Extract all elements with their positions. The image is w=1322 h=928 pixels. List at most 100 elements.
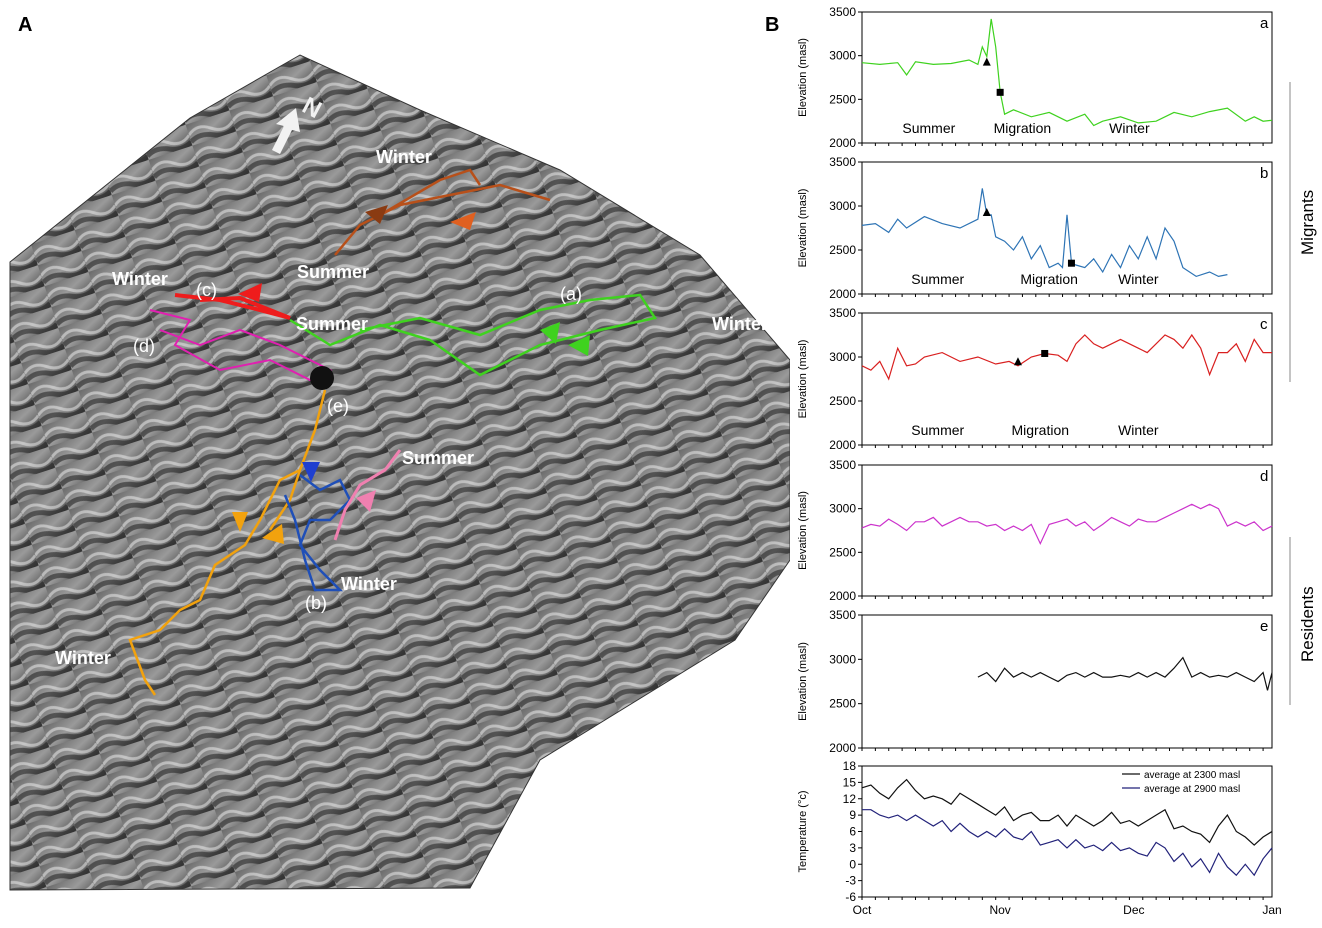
- y-tick-label: 0: [849, 857, 856, 871]
- x-tick-label: Oct: [853, 903, 872, 917]
- y-tick-label: 2000: [829, 438, 856, 452]
- chart-a: 2000 2500 3000 3500 Elevation (masl) a Summer M…: [797, 5, 1273, 150]
- label-winter-right: Winter: [712, 314, 768, 334]
- residents-label: Residents: [1298, 586, 1317, 662]
- track-e: [310, 366, 334, 390]
- plot-frame: [861, 11, 1273, 144]
- plots-svg: Migrants Residents 2000 2500 3000 3500 Eleva…: [797, 5, 1317, 917]
- plot-frame: [861, 614, 1273, 749]
- migration-start-marker: [1013, 357, 1022, 366]
- x-tick-label: Dec: [1123, 903, 1144, 917]
- y-tick-label: 2000: [829, 287, 856, 301]
- phase-label: Summer: [911, 422, 964, 438]
- chart-e: 2000 2500 3000 3500 Elevation (masl) e: [797, 608, 1273, 755]
- track-c: [174, 293, 291, 320]
- y-axis-label: Elevation (masl): [797, 38, 809, 117]
- migration-end-marker: [996, 88, 1004, 96]
- migration-end-marker: [1041, 349, 1049, 357]
- y-tick-label: 6: [849, 825, 856, 839]
- phase-label: Summer: [911, 271, 964, 287]
- track-brown: [334, 168, 551, 256]
- panel-label-b: B: [765, 14, 780, 36]
- phase-label: Migration: [1011, 422, 1069, 438]
- label-tag-b: (b): [305, 593, 327, 613]
- series-line-c-0: [861, 333, 1272, 381]
- y-tick-label: -6: [845, 890, 856, 904]
- phase-label: Winter: [1109, 120, 1150, 136]
- label-winter-b: Winter: [341, 574, 397, 594]
- y-tick-label: 3500: [829, 5, 856, 19]
- series-line-b-0: [861, 188, 1228, 278]
- terrain-surface: [9, 54, 791, 891]
- map-labels: Winter Summer Winter (c) Summer (a) Wint…: [55, 147, 768, 668]
- chart-c: 2000 2500 3000 3500 Elevation (masl) c Summer M…: [797, 306, 1273, 452]
- y-tick-label: 12: [843, 792, 857, 806]
- chart-temp: -6 -3 0 3 6 9 12 15 18 Temperature (°c) average at…: [797, 759, 1282, 917]
- label-winter-top: Winter: [376, 147, 432, 167]
- direction-arrows: [232, 205, 590, 544]
- plot-frame: [861, 161, 1273, 295]
- y-axis-label: Elevation (masl): [797, 340, 809, 419]
- x-tick-label: Nov: [989, 903, 1010, 917]
- label-winter-orange: Winter: [55, 648, 111, 668]
- y-axis-label: Temperature (°c): [797, 790, 809, 872]
- y-tick-label: 2000: [829, 136, 856, 150]
- migration-end-marker: [1067, 259, 1075, 267]
- group-brackets: Migrants Residents: [1289, 82, 1317, 705]
- y-tick-label: 15: [843, 775, 857, 789]
- plot-frame: [861, 312, 1273, 446]
- y-tick-label: 3500: [829, 155, 856, 169]
- panel-tag: a: [1260, 15, 1269, 32]
- track-a: [289, 293, 658, 377]
- phase-label: Migration: [1020, 271, 1078, 287]
- track-orange: [128, 389, 327, 696]
- elevation-plots: Migrants Residents 2000 2500 3000 3500 Eleva…: [780, 0, 1322, 923]
- phase-label: Winter: [1118, 422, 1159, 438]
- label-summer-mid: Summer: [296, 314, 368, 334]
- migrants-label: Migrants: [1298, 190, 1317, 255]
- label-winter-c: Winter: [112, 269, 168, 289]
- phase-label: Migration: [994, 120, 1052, 136]
- track-pink: [333, 449, 402, 541]
- panel-label-a: A: [18, 14, 33, 36]
- y-tick-label: 3000: [829, 502, 856, 516]
- migration-start-marker: [982, 57, 991, 66]
- y-tick-label: 9: [849, 808, 856, 822]
- y-tick-label: 3000: [829, 199, 856, 213]
- y-axis-label: Elevation (masl): [797, 491, 809, 570]
- series-line-d-0: [861, 503, 1273, 546]
- label-tag-d: (d): [133, 336, 155, 356]
- y-tick-label: 3500: [829, 458, 856, 472]
- y-tick-label: 2500: [829, 92, 856, 106]
- plot-frame: [861, 464, 1273, 597]
- legend-entry: average at 2300 masl: [1144, 770, 1240, 781]
- y-tick-label: 2500: [829, 243, 856, 257]
- label-summer-pink: Summer: [402, 448, 474, 468]
- x-tick-label: Jan: [1262, 903, 1281, 917]
- terrain-svg: N Winter Summer Winter (c) Summer (a): [9, 54, 791, 891]
- y-tick-label: 3500: [829, 608, 856, 622]
- y-tick-label: 2000: [829, 741, 856, 755]
- track-d: [149, 309, 333, 382]
- y-tick-label: 3000: [829, 652, 856, 666]
- phase-label: Winter: [1118, 271, 1159, 287]
- panel-tag: b: [1260, 165, 1268, 182]
- y-tick-label: 3000: [829, 49, 856, 63]
- track-b: [283, 474, 352, 592]
- label-tag-e: (e): [327, 396, 349, 416]
- phase-label: Summer: [902, 120, 955, 136]
- y-tick-label: 2500: [829, 697, 856, 711]
- y-axis-label: Elevation (masl): [797, 642, 809, 721]
- chart-b: 2000 2500 3000 3500 Elevation (masl) b Summer M…: [797, 155, 1273, 301]
- y-tick-label: 3000: [829, 350, 856, 364]
- series-line-e-0: [977, 656, 1273, 691]
- y-tick-label: 3: [849, 841, 856, 855]
- label-tag-c: (c): [196, 280, 217, 300]
- series-line-temp-0: [861, 778, 1273, 846]
- y-tick-label: 3500: [829, 306, 856, 320]
- y-axis-label: Elevation (masl): [797, 189, 809, 268]
- chart-d: 2000 2500 3000 3500 Elevation (masl) d: [797, 458, 1273, 603]
- y-tick-label: 2000: [829, 589, 856, 603]
- series-line-temp-1: [862, 809, 1273, 877]
- legend-entry: average at 2900 masl: [1144, 784, 1240, 795]
